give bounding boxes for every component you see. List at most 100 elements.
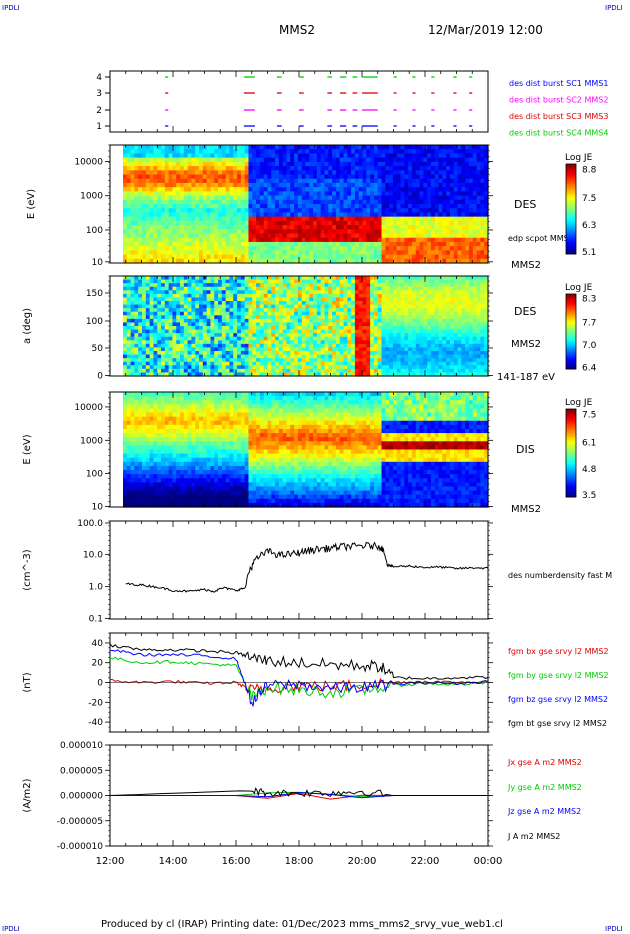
spectrogram-cell bbox=[316, 308, 322, 313]
spectrogram-cell bbox=[423, 225, 428, 230]
spectrogram-cell bbox=[183, 229, 189, 235]
spectrogram-cell bbox=[123, 351, 128, 356]
spectrogram-cell bbox=[252, 241, 257, 247]
spectrogram-cell bbox=[259, 157, 265, 163]
spectrogram-cell bbox=[370, 326, 375, 331]
spectrogram-cell bbox=[434, 216, 440, 222]
spectrogram-cell bbox=[248, 157, 253, 163]
spectrogram-cell bbox=[457, 153, 462, 159]
spectrogram-cell bbox=[256, 225, 261, 230]
spectrogram-cell bbox=[449, 233, 455, 239]
spectrogram-cell bbox=[271, 157, 276, 163]
spectrogram-cell bbox=[484, 199, 489, 205]
spectrogram-cell bbox=[297, 161, 303, 167]
spectrogram-cell bbox=[370, 157, 375, 163]
spectrogram-cell bbox=[134, 254, 139, 260]
spectrogram-cell bbox=[457, 225, 462, 230]
spectrogram-cell bbox=[180, 354, 185, 359]
spectrogram-cell bbox=[373, 166, 379, 171]
spectrogram-cell bbox=[347, 290, 352, 295]
spectrogram-cell bbox=[267, 204, 272, 209]
spectrogram-cell bbox=[472, 195, 478, 201]
spectrogram-cell bbox=[339, 365, 345, 370]
spectrogram-cell bbox=[373, 208, 379, 214]
spectrogram-cell bbox=[161, 195, 166, 201]
spectrogram-cell bbox=[256, 354, 261, 359]
spectrogram-cell bbox=[408, 241, 413, 247]
spectrogram-cell bbox=[267, 145, 272, 150]
spectrogram-cell bbox=[332, 286, 337, 291]
spectrogram-cell bbox=[271, 340, 276, 345]
spectrogram-cell bbox=[320, 293, 326, 299]
spectrogram-cell bbox=[267, 297, 272, 302]
spectrogram-cell bbox=[294, 241, 299, 247]
spectrogram-cell bbox=[320, 347, 326, 352]
spectrogram-cell bbox=[134, 354, 139, 359]
spectrogram-cell bbox=[476, 174, 481, 180]
spectrogram-cell bbox=[335, 308, 341, 313]
spectrogram-cell bbox=[362, 233, 367, 239]
spectrogram-cell bbox=[297, 361, 303, 366]
spectrogram-cell bbox=[324, 326, 329, 331]
spectrogram-cell bbox=[373, 343, 379, 349]
spectrogram-cell bbox=[358, 241, 364, 247]
spectrogram-cell bbox=[324, 191, 329, 197]
spectrogram-cell bbox=[366, 279, 371, 284]
spectrogram-cell bbox=[153, 233, 158, 239]
spectrogram-cell bbox=[244, 347, 250, 352]
spectrogram-cell bbox=[244, 286, 250, 291]
spectrogram-cell bbox=[157, 343, 162, 349]
spectrogram-cell bbox=[244, 361, 250, 366]
spectrogram-cell bbox=[408, 220, 413, 226]
spectrogram-cell bbox=[214, 191, 219, 197]
spectrogram-cell bbox=[294, 283, 299, 288]
spectrogram-cell bbox=[256, 329, 261, 334]
spectrogram-cell bbox=[161, 237, 166, 243]
spectrogram-cell bbox=[267, 246, 272, 251]
spectrogram-cell bbox=[199, 170, 204, 176]
spectrogram-cell bbox=[381, 237, 386, 243]
spectrogram-cell bbox=[396, 358, 402, 363]
spectrogram-cell bbox=[225, 329, 231, 334]
spectrogram-cell bbox=[419, 170, 424, 176]
spectrogram-cell bbox=[457, 250, 462, 256]
spectrogram-cell bbox=[385, 326, 390, 331]
spectrogram-cell bbox=[358, 361, 364, 366]
spectrogram-cell bbox=[191, 322, 196, 327]
spectrogram-cell bbox=[278, 315, 284, 320]
spectrogram-cell bbox=[126, 354, 132, 359]
spectrogram-cell bbox=[408, 372, 413, 377]
spectrogram-cell bbox=[370, 178, 375, 184]
spectrogram-cell bbox=[347, 340, 352, 345]
spectrogram-cell bbox=[233, 182, 238, 188]
spectrogram-cell bbox=[149, 229, 155, 235]
spectrogram-cell bbox=[282, 241, 288, 247]
spectrogram-cell bbox=[123, 241, 128, 247]
spectrogram-cell bbox=[373, 195, 379, 201]
spectrogram-cell bbox=[180, 293, 185, 299]
spectrogram-cell bbox=[430, 246, 436, 251]
spectrogram-cell bbox=[244, 216, 250, 222]
spectrogram-cell bbox=[461, 208, 466, 214]
spectrogram-cell bbox=[123, 311, 128, 316]
spectrogram-cell bbox=[218, 301, 223, 306]
spectrogram-cell bbox=[480, 145, 485, 150]
spectrogram-cell bbox=[286, 315, 291, 320]
spectrogram-cell bbox=[259, 343, 265, 349]
spectrogram-cell bbox=[290, 149, 295, 155]
spectrogram-cell bbox=[263, 161, 269, 167]
spectrogram-cell bbox=[233, 279, 238, 284]
spectrogram-cell bbox=[145, 293, 151, 299]
spectrogram-cell bbox=[142, 145, 147, 150]
spectrogram-cell bbox=[237, 279, 242, 284]
spectrogram-cell bbox=[153, 293, 158, 299]
spectrogram-cell bbox=[199, 297, 204, 302]
spectrogram-cell bbox=[229, 250, 234, 256]
spectrogram-cell bbox=[210, 199, 215, 205]
spectrogram-cell bbox=[408, 187, 413, 192]
spectrogram-cell bbox=[358, 279, 364, 284]
spectrogram-cell bbox=[263, 322, 269, 327]
spectrogram-cell bbox=[206, 161, 212, 167]
spectrogram-cell bbox=[237, 333, 242, 338]
spectrogram-cell bbox=[305, 286, 310, 291]
